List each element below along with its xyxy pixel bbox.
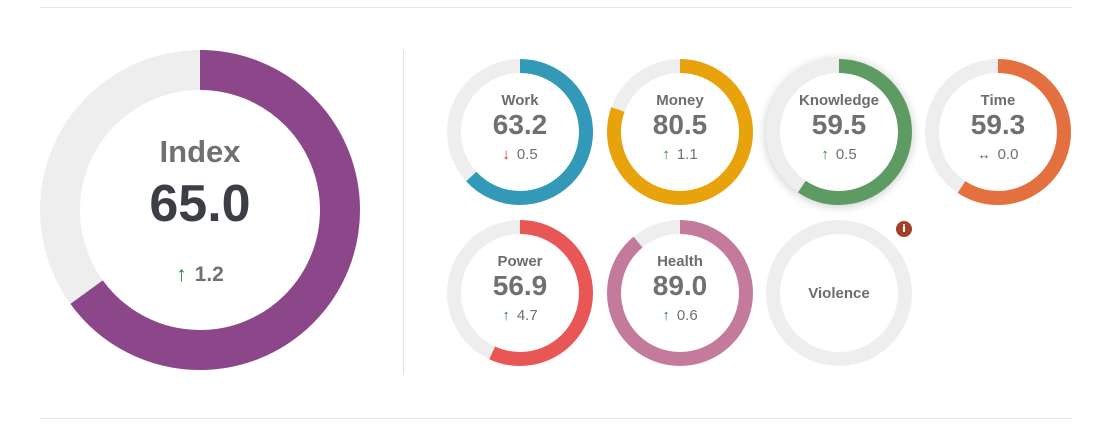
gauge-delta: ↑ 1.1: [662, 146, 697, 164]
gauge-title: Work: [501, 92, 539, 109]
gauge-title: Time: [980, 92, 1016, 109]
index-value: 65.0: [149, 175, 251, 233]
gauge-delta-value: 4.7: [516, 307, 538, 324]
gauge-delta: ↔ 0.0: [978, 146, 1019, 164]
ring-progress-arc: [40, 50, 360, 370]
time-ring: [925, 59, 1071, 205]
arrow-up-icon: ↑: [176, 263, 187, 286]
gauge-delta: ↑ 0.6: [662, 307, 697, 325]
gauge-value: 59.5: [811, 109, 867, 140]
money-ring: [607, 59, 753, 205]
gauge-value: 56.9: [492, 270, 548, 301]
index-delta-value: 1.2: [194, 263, 224, 286]
gauge-work[interactable]: Work 63.2 ↓ 0.5: [447, 59, 593, 205]
gauge-value: 63.2: [492, 109, 548, 140]
knowledge-ring: [766, 59, 912, 205]
gauge-value: 80.5: [652, 109, 708, 140]
gauge-violence[interactable]: Violence: [766, 220, 912, 366]
gauge-delta-value: 0.5: [835, 146, 857, 163]
ring-track: [766, 220, 912, 366]
violence-ring: [766, 220, 912, 366]
power-ring: [447, 220, 593, 366]
index-ring: [40, 50, 360, 370]
ring-progress-arc: [447, 59, 593, 205]
gauge-value: 89.0: [652, 270, 708, 301]
gauge-delta: ↑ 0.5: [821, 146, 856, 164]
gauge-knowledge[interactable]: Knowledge 59.5 ↑ 0.5: [766, 59, 912, 205]
gauge-health[interactable]: Health 89.0 ↑ 0.6: [607, 220, 753, 366]
index-gauge[interactable]: Index 65.0 ↑ 1.2: [40, 50, 360, 372]
info-icon[interactable]: i: [896, 221, 912, 237]
gauge-title: Money: [656, 92, 704, 109]
gauge-title: Health: [657, 253, 703, 270]
index-delta: ↑ 1.2: [176, 263, 224, 287]
vertical-divider: [403, 50, 404, 375]
ring-progress-arc: [766, 59, 912, 205]
gauge-value: 59.3: [970, 109, 1026, 140]
arrow-up-icon: ↑: [502, 307, 510, 324]
gauge-delta: ↓ 0.5: [502, 146, 537, 164]
gauge-delta-value: 0.6: [676, 307, 698, 324]
top-divider: [40, 7, 1072, 8]
arrow-up-icon: ↑: [821, 146, 829, 163]
arrow-up-icon: ↑: [662, 307, 670, 324]
index-title: Index: [159, 134, 241, 169]
work-ring: [447, 59, 593, 205]
arrow-left-right-icon: ↔: [977, 147, 991, 162]
gauge-title: Violence: [808, 284, 870, 302]
bottom-divider: [40, 418, 1072, 419]
gauge-delta-value: 0.0: [997, 146, 1019, 163]
ring-progress-arc: [925, 59, 1071, 205]
health-ring: [607, 220, 753, 366]
gauge-title: Knowledge: [798, 92, 879, 109]
gauge-title: Power: [497, 253, 543, 270]
gauge-time[interactable]: Time 59.3 ↔ 0.0: [925, 59, 1071, 205]
gauge-delta: ↑ 4.7: [502, 307, 537, 325]
ring-progress-arc: [607, 59, 753, 205]
ring-progress-arc: [447, 220, 593, 366]
ring-progress-arc: [607, 220, 753, 366]
arrow-up-icon: ↑: [662, 146, 670, 163]
gauge-money[interactable]: Money 80.5 ↑ 1.1: [607, 59, 753, 205]
gauge-power[interactable]: Power 56.9 ↑ 4.7: [447, 220, 593, 366]
arrow-down-icon: ↓: [502, 146, 510, 163]
gauge-delta-value: 1.1: [676, 146, 698, 163]
gauge-delta-value: 0.5: [516, 146, 538, 163]
